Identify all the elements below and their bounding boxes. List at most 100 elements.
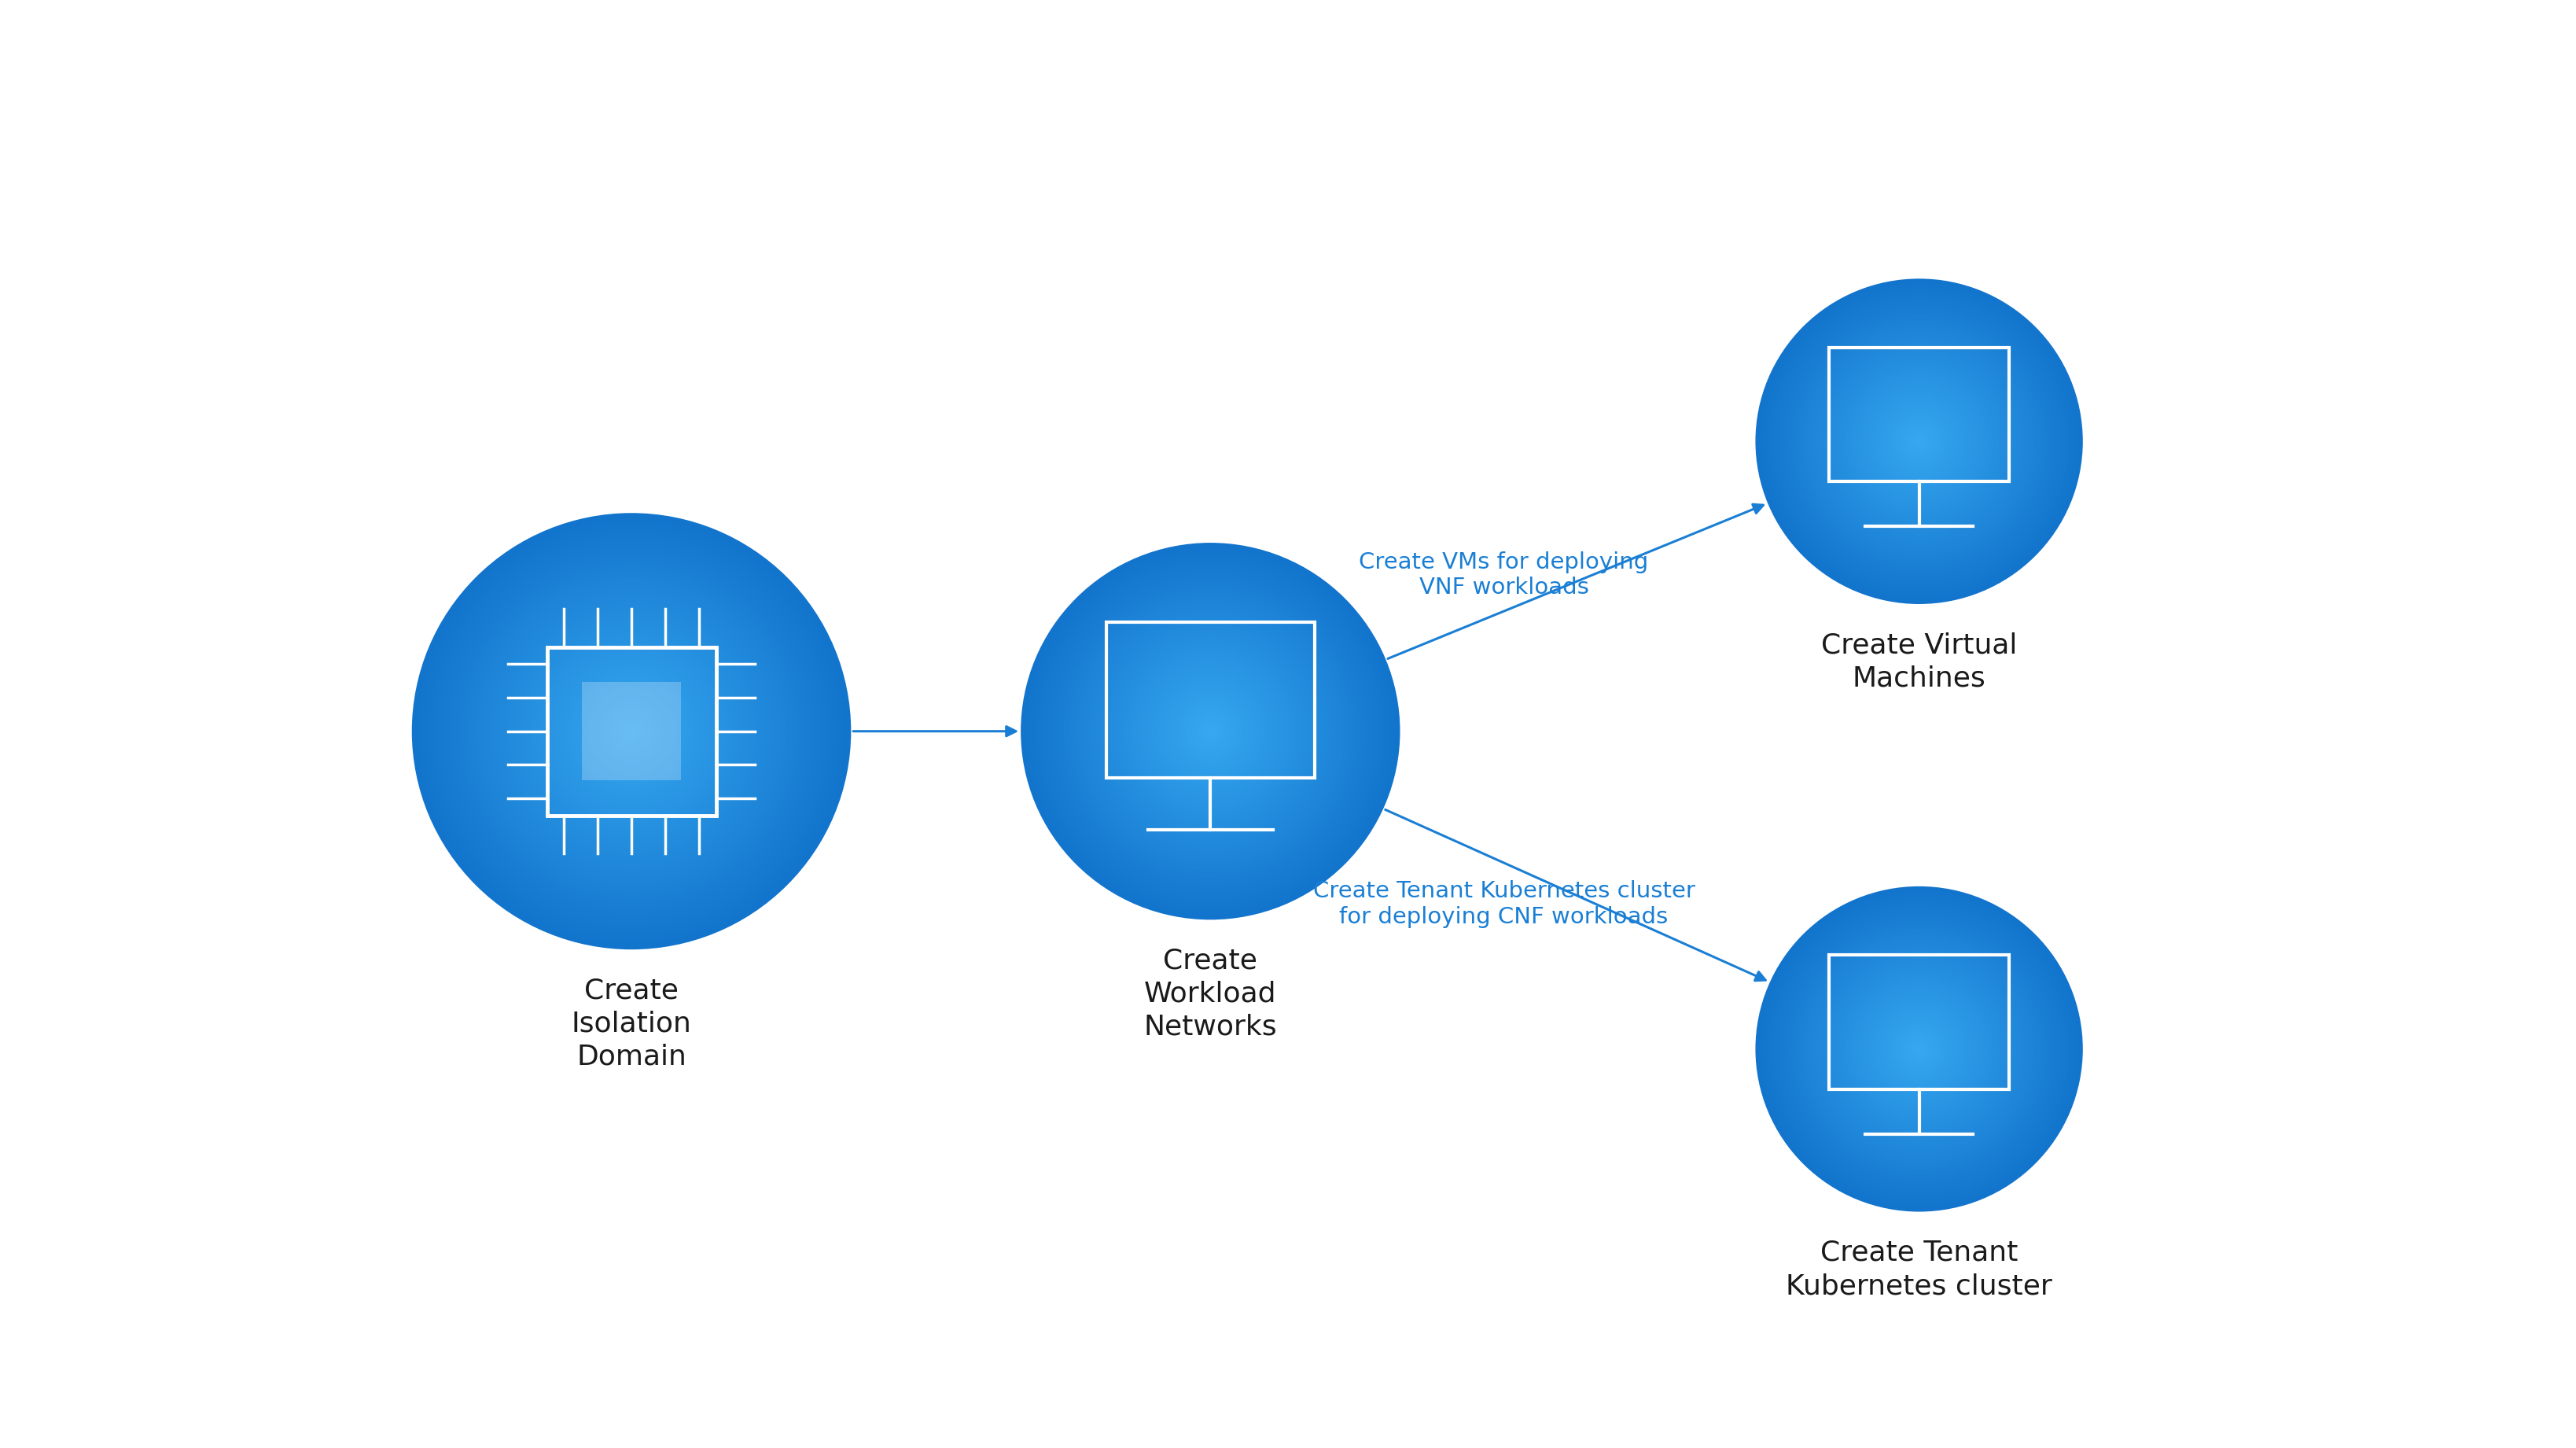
Ellipse shape [1195,717,1224,746]
Ellipse shape [1904,1035,1935,1063]
Ellipse shape [1891,413,1947,469]
Ellipse shape [1917,1047,1922,1051]
Ellipse shape [1082,604,1340,859]
Ellipse shape [1066,588,1355,875]
Ellipse shape [1765,287,2074,597]
Ellipse shape [577,676,685,786]
Ellipse shape [1811,941,2027,1157]
Ellipse shape [515,617,747,846]
Ellipse shape [1131,652,1291,811]
Ellipse shape [1164,686,1255,776]
Ellipse shape [1808,940,2030,1158]
Ellipse shape [1829,352,2009,531]
Ellipse shape [1837,967,2002,1131]
Ellipse shape [1023,544,1399,918]
Ellipse shape [1795,317,2043,565]
Ellipse shape [484,584,781,879]
Ellipse shape [1159,679,1262,783]
Ellipse shape [1785,310,2053,573]
Ellipse shape [546,647,716,815]
Ellipse shape [1785,915,2053,1183]
Ellipse shape [1123,644,1298,818]
Ellipse shape [528,627,737,835]
Ellipse shape [1133,656,1285,807]
Ellipse shape [1772,902,2066,1196]
Ellipse shape [1875,397,1963,487]
Ellipse shape [1852,982,1986,1116]
Ellipse shape [518,620,744,843]
Ellipse shape [1043,566,1376,896]
Ellipse shape [1814,943,2025,1154]
Ellipse shape [1878,401,1960,482]
Ellipse shape [1847,371,1991,513]
Ellipse shape [1041,562,1381,901]
Ellipse shape [461,562,801,901]
Ellipse shape [487,586,778,876]
Ellipse shape [1151,672,1270,791]
Ellipse shape [1200,721,1221,741]
Ellipse shape [1824,953,2014,1144]
Ellipse shape [507,608,755,854]
Ellipse shape [1893,417,1945,466]
Ellipse shape [1767,899,2071,1199]
Ellipse shape [1814,337,2025,544]
Ellipse shape [1100,621,1321,841]
Ellipse shape [1855,986,1984,1112]
Ellipse shape [1806,935,2032,1163]
Ellipse shape [417,518,845,944]
Ellipse shape [526,626,739,837]
Ellipse shape [1162,683,1257,779]
Ellipse shape [1870,392,1968,491]
Ellipse shape [1826,957,2012,1141]
Ellipse shape [1139,660,1280,802]
Ellipse shape [1899,1028,1940,1069]
Ellipse shape [1110,633,1311,830]
Ellipse shape [621,720,641,743]
Ellipse shape [1025,547,1396,915]
Ellipse shape [1157,678,1265,785]
Ellipse shape [1819,342,2020,542]
Ellipse shape [1108,630,1311,833]
Ellipse shape [598,698,665,765]
Ellipse shape [559,660,703,802]
Ellipse shape [1821,343,2017,539]
Ellipse shape [1904,427,1935,456]
Ellipse shape [1860,990,1978,1108]
Ellipse shape [1842,972,1996,1127]
Ellipse shape [474,576,788,886]
Ellipse shape [1033,555,1388,908]
Ellipse shape [1087,608,1334,854]
Ellipse shape [1770,901,2069,1197]
Ellipse shape [1757,888,2081,1209]
Ellipse shape [1811,333,2027,549]
Ellipse shape [1899,421,1940,462]
Ellipse shape [1193,715,1226,747]
Ellipse shape [1757,281,2081,602]
Ellipse shape [1190,710,1231,753]
Text: Create
Isolation
Domain: Create Isolation Domain [572,977,690,1070]
Ellipse shape [1855,376,1984,507]
Ellipse shape [1888,1018,1950,1080]
Ellipse shape [1883,1015,1955,1083]
Ellipse shape [1090,611,1332,851]
Ellipse shape [1865,995,1973,1103]
Ellipse shape [536,636,726,827]
Ellipse shape [1146,668,1275,795]
Ellipse shape [1904,1032,1935,1066]
Ellipse shape [1873,1002,1965,1096]
Ellipse shape [1770,292,2069,589]
Text: Create
Workload
Networks: Create Workload Networks [1144,947,1278,1041]
Ellipse shape [1824,348,2014,534]
Ellipse shape [541,641,721,821]
Ellipse shape [1878,1008,1960,1090]
Ellipse shape [1064,585,1358,877]
Ellipse shape [489,589,775,873]
Text: Create Tenant Kubernetes cluster
for deploying CNF workloads: Create Tenant Kubernetes cluster for dep… [1314,880,1695,928]
Ellipse shape [1901,423,1937,459]
Ellipse shape [1198,720,1221,743]
Ellipse shape [1777,301,2061,582]
Ellipse shape [1909,432,1929,452]
Ellipse shape [1162,682,1260,780]
Ellipse shape [1844,976,1994,1122]
Ellipse shape [567,666,698,796]
